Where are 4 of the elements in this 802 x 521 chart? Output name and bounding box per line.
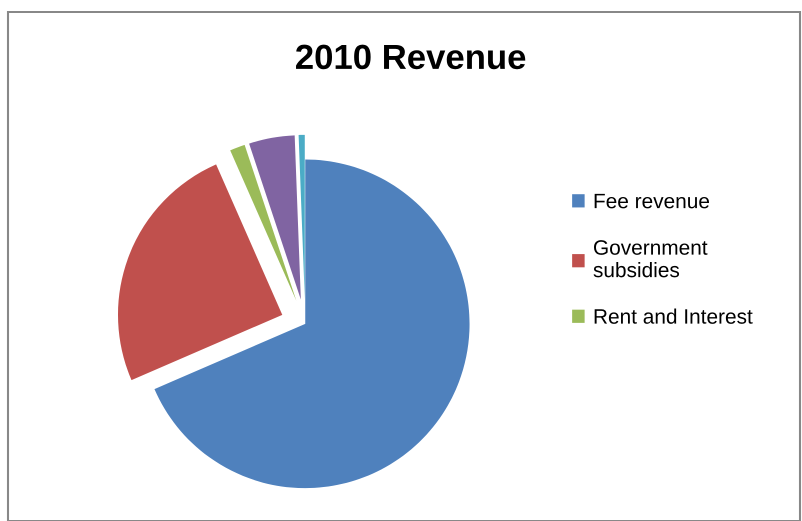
legend-label: Government subsidies: [594, 240, 708, 278]
legend-label: Fee revenue: [594, 194, 710, 208]
legend-label: Rent and Interest: [594, 308, 753, 324]
chart-title: 2010 Revenue: [296, 44, 526, 70]
